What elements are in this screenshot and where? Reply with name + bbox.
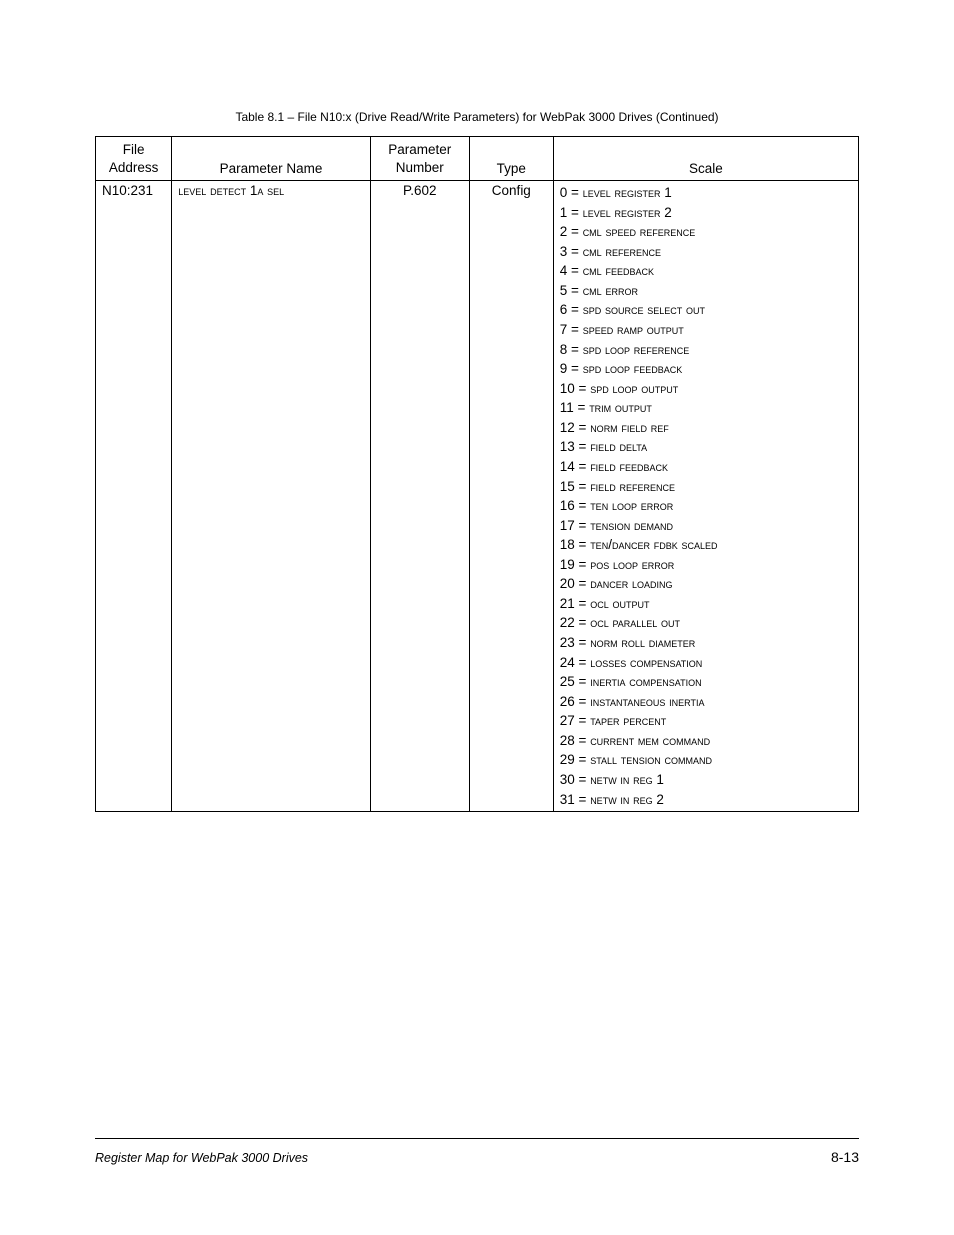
scale-option: 6 = spd source select out: [560, 300, 852, 320]
scale-option: 9 = spd loop feedback: [560, 359, 852, 379]
scale-option: 5 = cml error: [560, 281, 852, 301]
scale-option: 15 = field reference: [560, 477, 852, 497]
scale-option: 12 = norm field ref: [560, 418, 852, 438]
cell-type: Config: [469, 181, 553, 812]
cell-parameter-number: P.602: [370, 181, 469, 812]
table-header-row: File Address Parameter Name Parameter Nu…: [96, 137, 859, 181]
scale-option: 29 = stall tension command: [560, 750, 852, 770]
scale-option: 14 = field feedback: [560, 457, 852, 477]
scale-option: 31 = netw in reg 2: [560, 790, 852, 810]
col-header-file-address: File Address: [96, 137, 172, 181]
page-footer: Register Map for WebPak 3000 Drives 8-13: [95, 1138, 859, 1165]
col-header-parameter-number: Parameter Number: [370, 137, 469, 181]
scale-option: 16 = ten loop error: [560, 496, 852, 516]
col-header-type: Type: [469, 137, 553, 181]
parameter-table: File Address Parameter Name Parameter Nu…: [95, 136, 859, 812]
footer-page-number: 8-13: [831, 1149, 859, 1165]
scale-option: 20 = dancer loading: [560, 574, 852, 594]
col-header-parameter-name: Parameter Name: [172, 137, 370, 181]
footer-title: Register Map for WebPak 3000 Drives: [95, 1151, 308, 1165]
scale-option: 17 = tension demand: [560, 516, 852, 536]
scale-option: 26 = instantaneous inertia: [560, 692, 852, 712]
scale-option: 23 = norm roll diameter: [560, 633, 852, 653]
scale-option: 30 = netw in reg 1: [560, 770, 852, 790]
scale-option: 28 = current mem command: [560, 731, 852, 751]
cell-file-address: N10:231: [96, 181, 172, 812]
scale-option: 18 = ten/dancer fdbk scaled: [560, 535, 852, 555]
cell-scale: 0 = level register 11 = level register 2…: [553, 181, 858, 812]
scale-option: 27 = taper percent: [560, 711, 852, 731]
scale-option: 3 = cml reference: [560, 242, 852, 262]
scale-option: 24 = losses compensation: [560, 653, 852, 673]
scale-option: 4 = cml feedback: [560, 261, 852, 281]
scale-option: 25 = inertia compensation: [560, 672, 852, 692]
scale-option: 10 = spd loop output: [560, 379, 852, 399]
scale-option: 13 = field delta: [560, 437, 852, 457]
scale-option: 0 = level register 1: [560, 183, 852, 203]
cell-parameter-name: level detect 1a sel: [172, 181, 370, 812]
scale-option: 11 = trim output: [560, 398, 852, 418]
col-header-scale: Scale: [553, 137, 858, 181]
scale-option: 2 = cml speed reference: [560, 222, 852, 242]
table-caption: Table 8.1 – File N10:x (Drive Read/Write…: [95, 110, 859, 124]
scale-option: 22 = ocl parallel out: [560, 613, 852, 633]
scale-option: 8 = spd loop reference: [560, 340, 852, 360]
scale-option: 7 = speed ramp output: [560, 320, 852, 340]
table-row: N10:231 level detect 1a sel P.602 Config…: [96, 181, 859, 812]
scale-option: 19 = pos loop error: [560, 555, 852, 575]
scale-option: 21 = ocl output: [560, 594, 852, 614]
scale-option: 1 = level register 2: [560, 203, 852, 223]
